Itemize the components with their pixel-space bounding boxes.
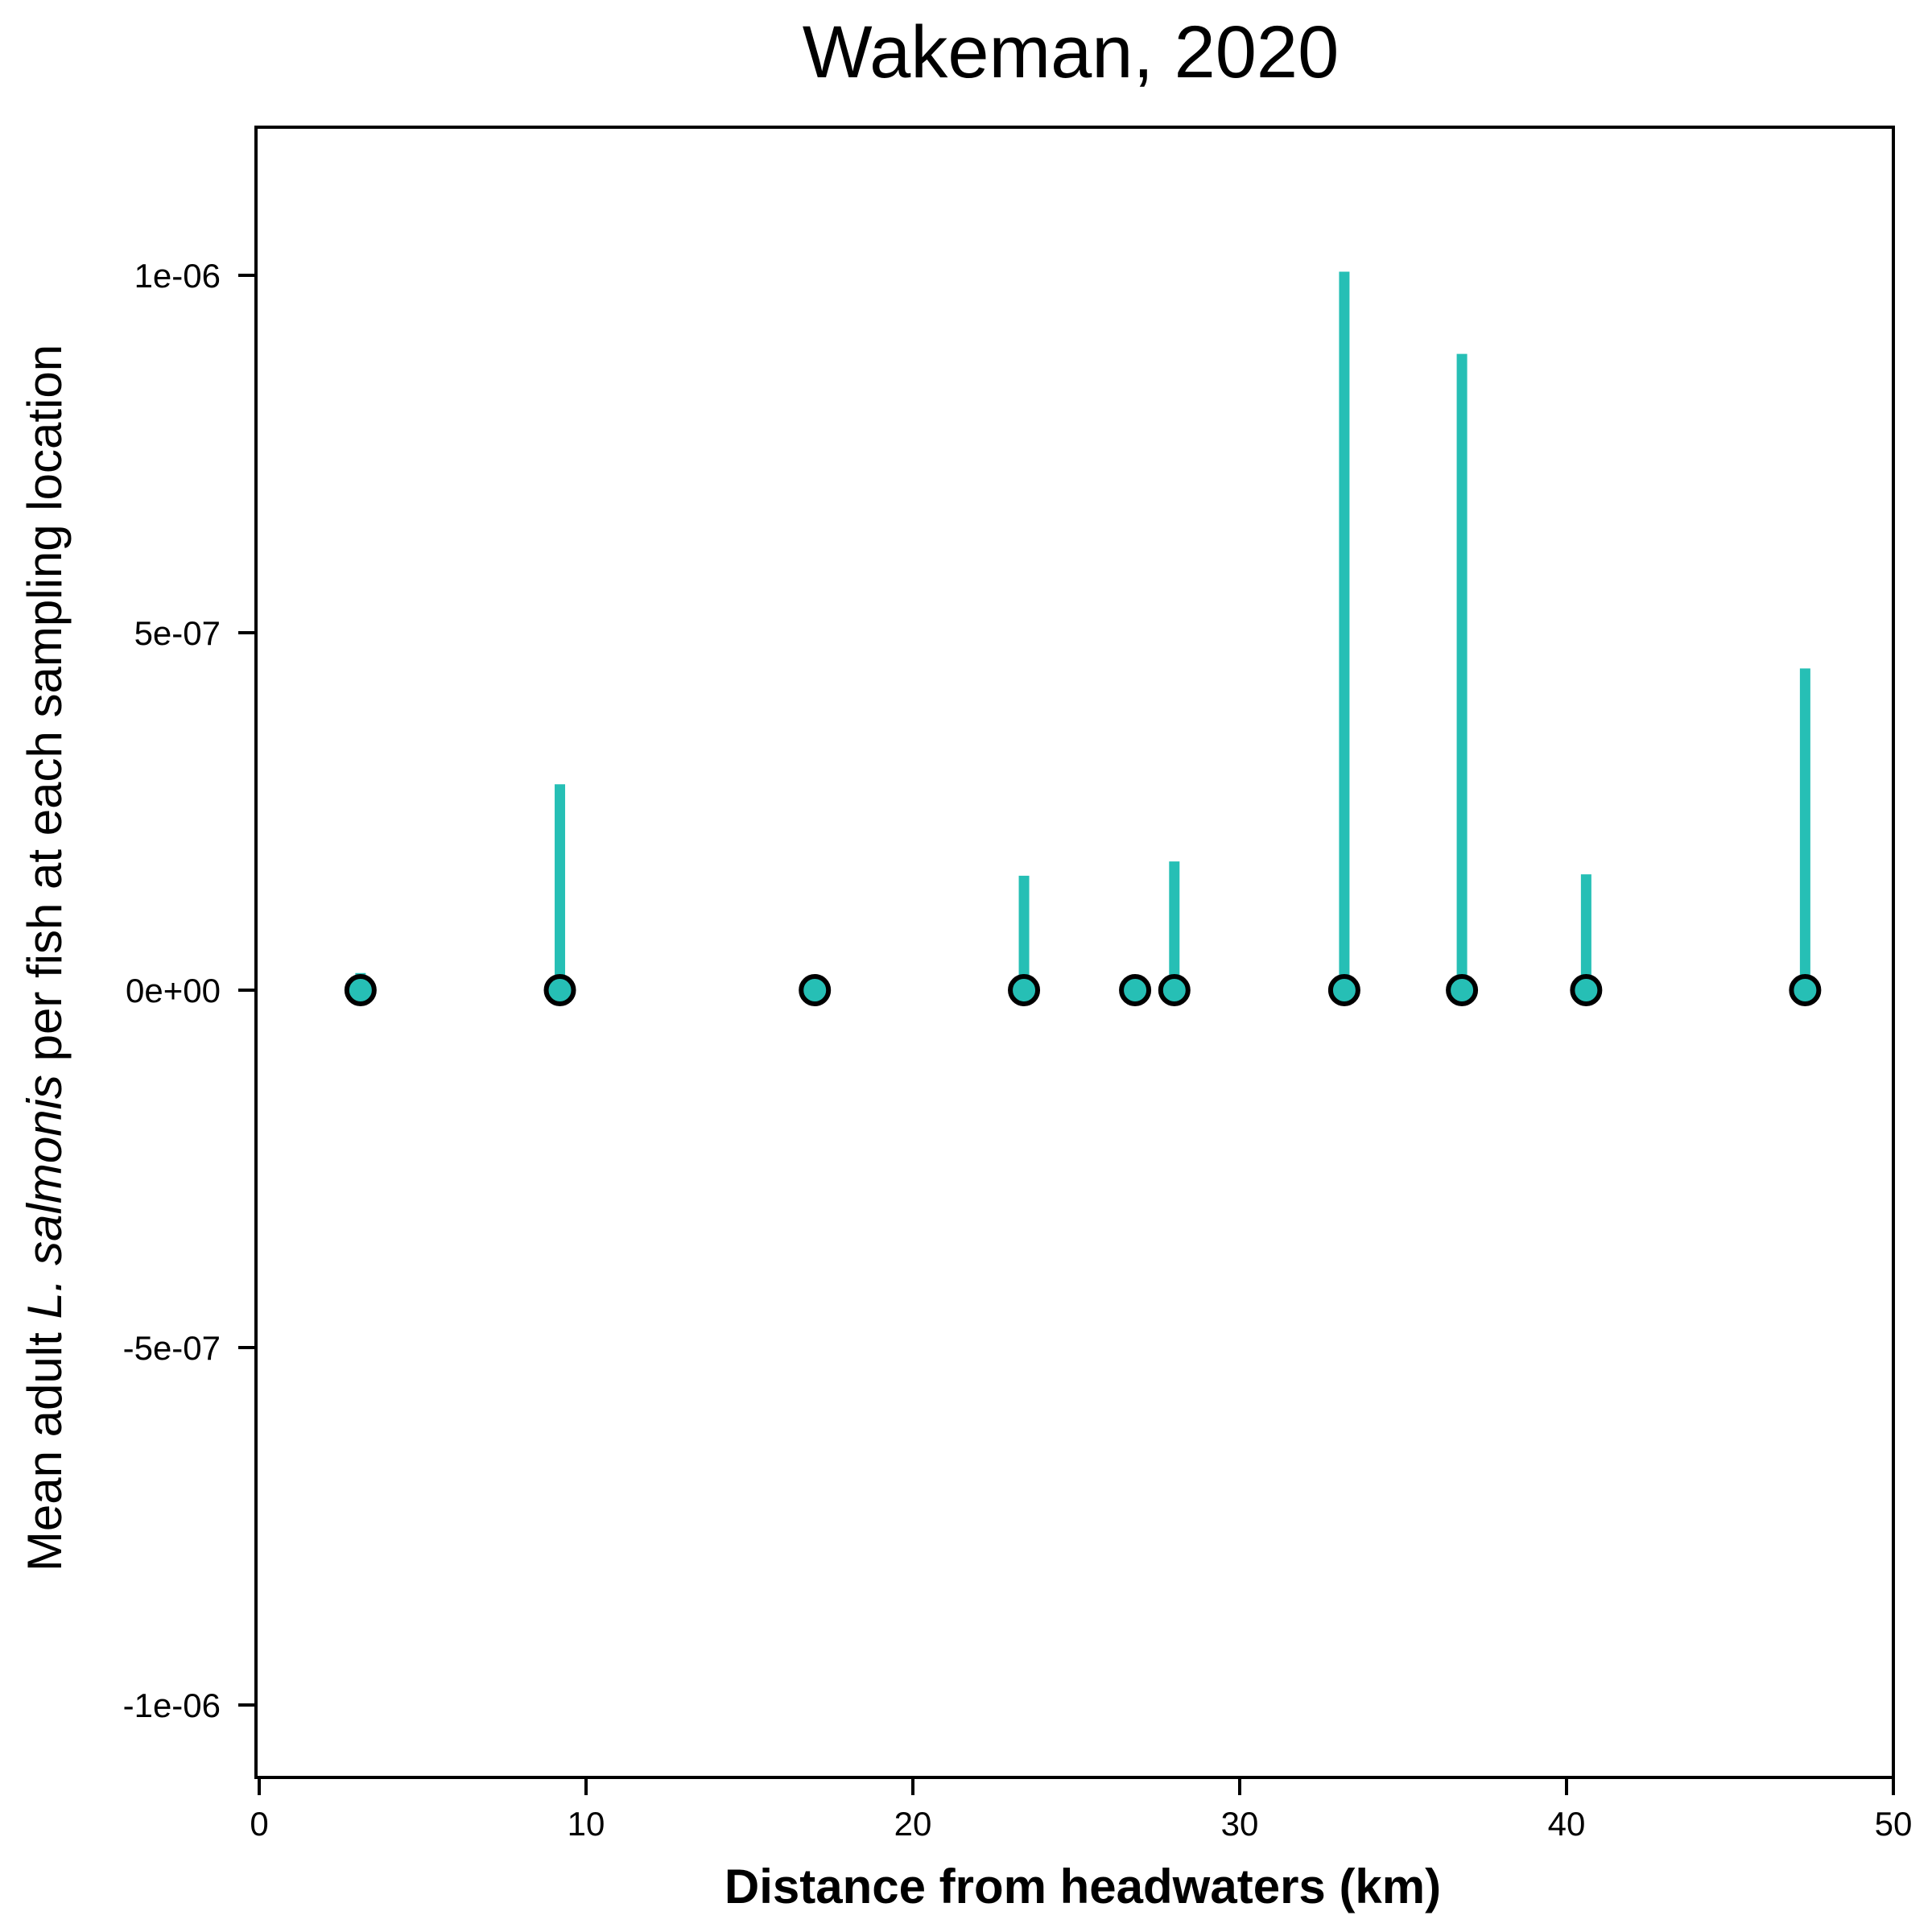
- y-tick-label: -5e-07: [123, 1329, 221, 1367]
- data-point: [344, 974, 377, 1006]
- data-point: [1119, 974, 1152, 1006]
- y-tick-label: -1e-06: [123, 1686, 221, 1724]
- data-point: [1570, 974, 1603, 1006]
- x-tick-label: 50: [1875, 1805, 1913, 1843]
- data-point: [1008, 974, 1041, 1006]
- y-tick-label: 5e-07: [134, 614, 221, 652]
- data-points: [344, 974, 1822, 1006]
- y-tick-label: 0e+00: [126, 972, 221, 1009]
- y-axis-label: Mean adult L. salmonis per fish at each …: [18, 345, 72, 1571]
- x-tick-label: 0: [250, 1805, 268, 1843]
- x-tick-label: 10: [568, 1805, 605, 1843]
- y-axis-label-species: L. salmonis: [18, 1075, 72, 1319]
- data-point: [799, 974, 832, 1006]
- y-axis-label-prefix: Mean adult: [18, 1319, 72, 1572]
- data-point: [1327, 974, 1360, 1006]
- data-point: [1789, 974, 1822, 1006]
- plot-frame: [254, 126, 1895, 1779]
- chart-title: Wakeman, 2020: [803, 11, 1340, 93]
- data-point: [1446, 974, 1479, 1006]
- x-tick-label: 20: [894, 1805, 932, 1843]
- y-axis-label-suffix: per fish at each sampling location: [18, 345, 72, 1075]
- y-tick-label: 1e-06: [134, 257, 221, 295]
- x-tick-label: 40: [1548, 1805, 1586, 1843]
- x-axis: 0 10 20 30 40 50: [250, 1777, 1912, 1843]
- error-bars: [355, 271, 1810, 990]
- y-axis: 1e-06 5e-07 0e+00 -5e-07 -1e-06: [123, 257, 256, 1724]
- x-tick-label: 30: [1221, 1805, 1259, 1843]
- data-point: [1158, 974, 1191, 1006]
- data-point: [543, 974, 576, 1006]
- x-axis-label: Distance from headwaters (km): [724, 1860, 1441, 1913]
